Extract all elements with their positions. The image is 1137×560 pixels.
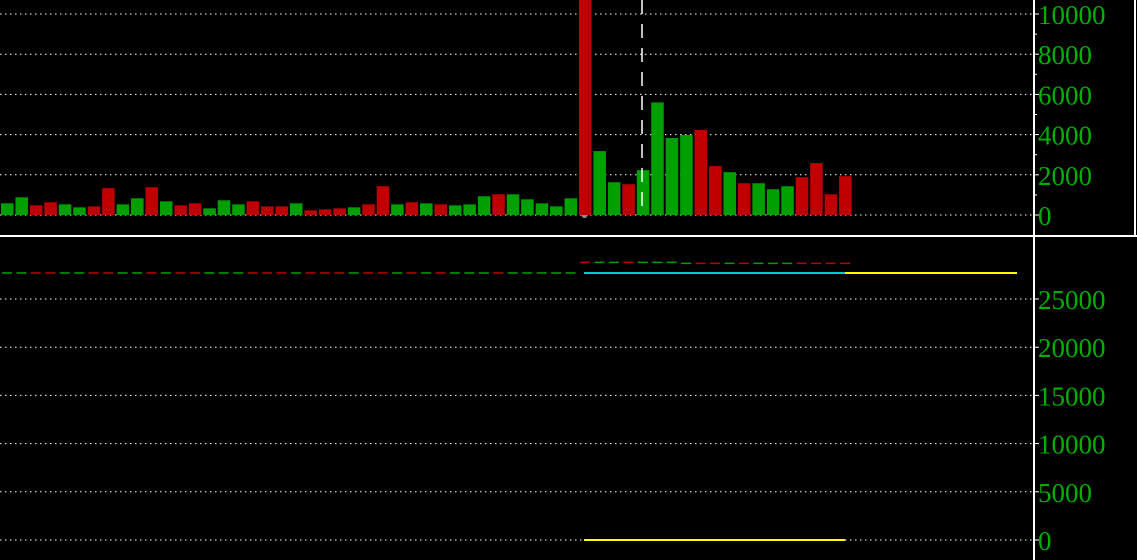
volume-bar: [15, 197, 28, 215]
volume-bar: [420, 203, 433, 215]
volume-bar: [58, 204, 72, 215]
volume-bar: [232, 204, 245, 215]
y-tick-label: 20000: [1038, 333, 1106, 363]
y-tick-label: 10000: [1038, 430, 1106, 460]
volume-bar: [636, 170, 650, 215]
y-tick-label: 15000: [1038, 381, 1106, 411]
volume-bar: [391, 204, 404, 215]
volume-bar: [680, 135, 693, 215]
volume-bar: [131, 198, 144, 215]
volume-bar: [579, 0, 592, 215]
volume-bar: [535, 203, 549, 215]
volume-bar: [550, 206, 563, 215]
bar-marker: [581, 215, 588, 218]
volume-bar: [506, 194, 520, 215]
volume-bar: [651, 102, 664, 215]
volume-bar: [521, 199, 534, 215]
volume-bar: [405, 202, 419, 215]
volume-bar: [174, 205, 187, 215]
volume-bar: [766, 189, 780, 215]
volume-bar: [492, 194, 505, 215]
volume-bar: [290, 203, 303, 215]
volume-bar: [810, 163, 823, 215]
y-tick-label: 6000: [1038, 80, 1092, 110]
volume-bar: [44, 202, 57, 215]
volume-bar: [593, 151, 606, 215]
volume-bar: [73, 207, 86, 215]
volume-bar: [607, 182, 621, 215]
volume-bar: [304, 210, 317, 215]
volume-bar: [665, 138, 679, 215]
y-tick-label: 0: [1038, 526, 1052, 556]
volume-bar: [795, 177, 809, 215]
volume-bar: [824, 194, 838, 215]
volume-bar: [463, 204, 476, 215]
volume-bar: [564, 198, 578, 215]
volume-bar: [159, 201, 173, 215]
volume-bar: [188, 203, 202, 215]
volume-bar: [347, 207, 361, 215]
volume-bar: [246, 201, 260, 215]
volume-bar: [261, 206, 274, 215]
volume-bar: [333, 208, 346, 215]
y-tick-label: 5000: [1038, 478, 1092, 508]
volume-bar: [477, 196, 491, 215]
volume-bar: [752, 183, 765, 215]
volume-bar: [737, 183, 751, 215]
volume-bar: [723, 172, 736, 215]
volume-bar: [434, 204, 447, 215]
volume-bar: [709, 166, 722, 215]
volume-bar: [362, 204, 375, 215]
volume-bar: [622, 184, 635, 215]
volume-bar: [694, 129, 708, 215]
volume-bar: [203, 208, 216, 215]
volume-bar: [102, 188, 115, 215]
volume-bar: [116, 204, 130, 215]
y-tick-label: 4000: [1038, 121, 1092, 151]
volume-bar: [1, 203, 14, 215]
y-tick-label: 10000: [1038, 0, 1106, 30]
volume-bar: [318, 209, 332, 215]
y-tick-label: 0: [1038, 201, 1052, 231]
volume-bar: [839, 176, 852, 215]
volume-bar: [217, 200, 231, 215]
volume-bar: [448, 205, 462, 215]
y-tick-label: 25000: [1038, 285, 1106, 315]
volume-bar: [781, 186, 794, 215]
volume-bar: [87, 206, 101, 215]
volume-bar: [29, 205, 43, 215]
y-tick-label: 8000: [1038, 40, 1092, 70]
y-tick-label: 2000: [1038, 161, 1092, 191]
volume-bar: [275, 206, 289, 215]
volume-bar: [376, 186, 390, 215]
volume-bar: [145, 187, 158, 215]
